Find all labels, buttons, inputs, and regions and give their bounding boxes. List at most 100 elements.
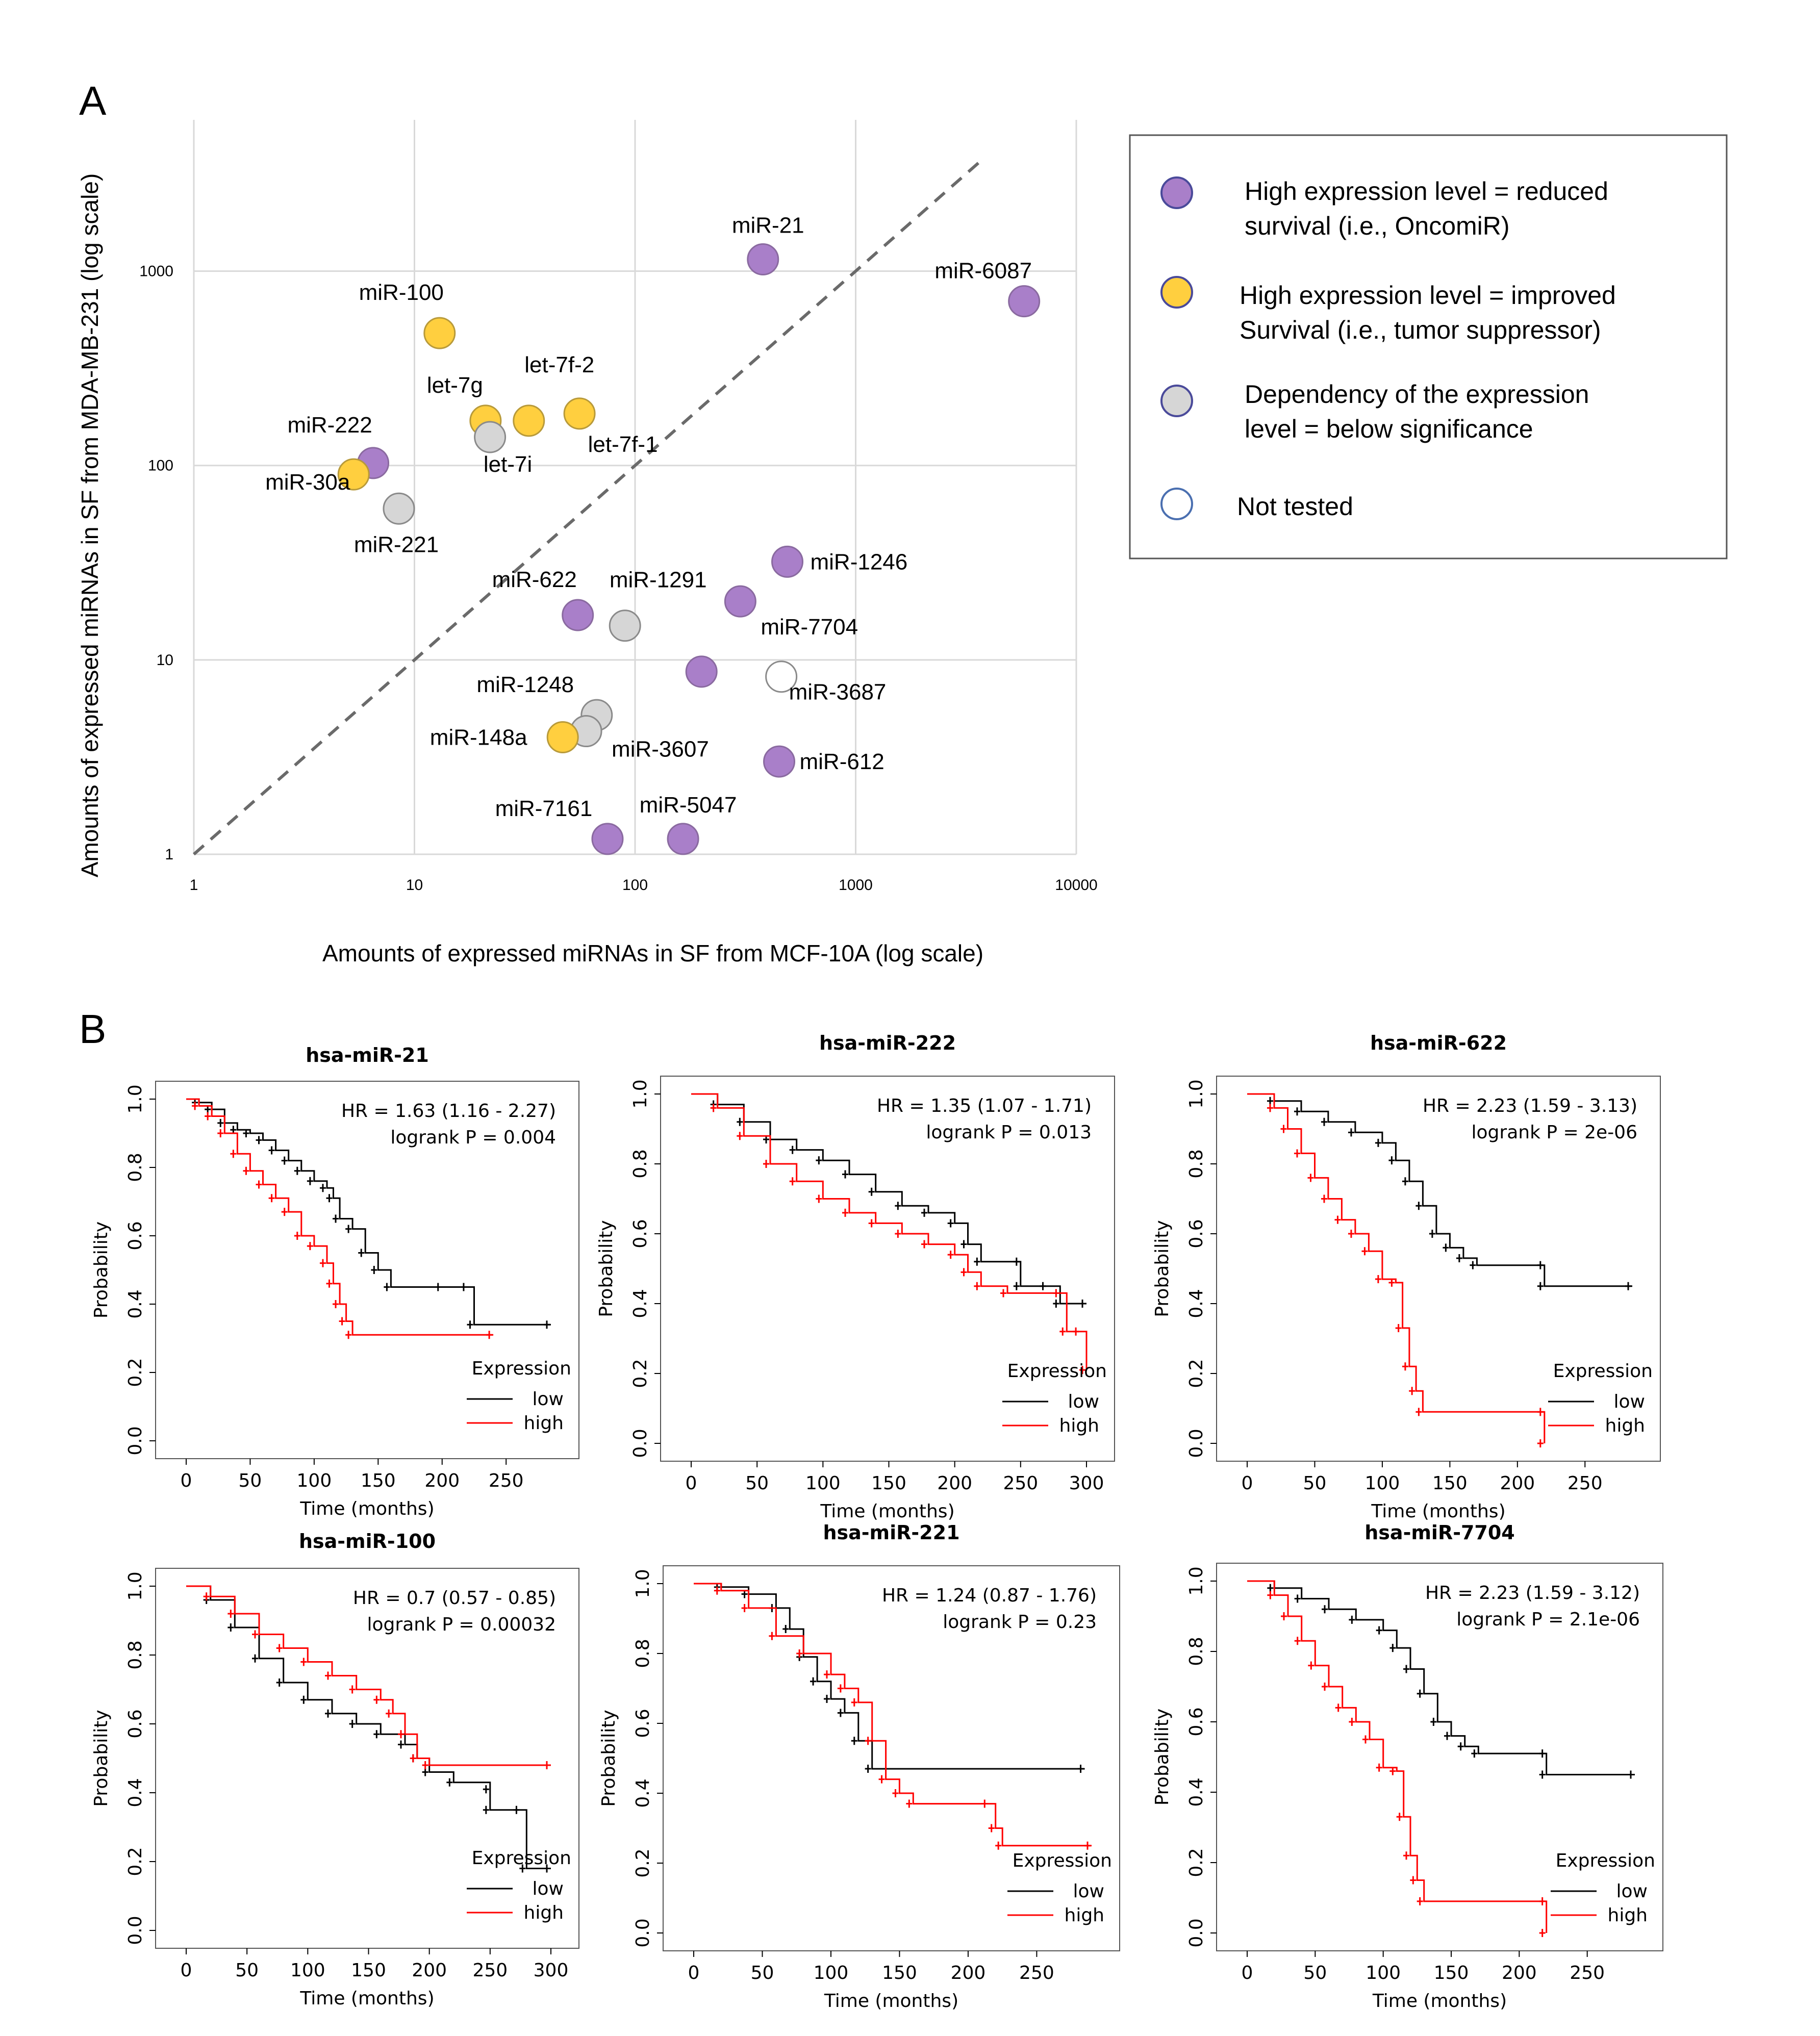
- km-x-tick-label: 0: [181, 1470, 192, 1491]
- km-censor-mark: [373, 1730, 380, 1739]
- scatter-point-label: miR-7704: [761, 615, 858, 640]
- km-censor-mark: [228, 1610, 234, 1618]
- km-censor-mark: [205, 1112, 211, 1121]
- legend-not-tested-label: Not tested: [1237, 492, 1353, 521]
- km-y-tick-label: 0.4: [633, 1778, 653, 1808]
- km-censor-mark: [398, 1740, 404, 1749]
- km-y-tick-label: 1.0: [125, 1571, 146, 1600]
- km-censor-mark: [714, 1586, 720, 1595]
- km-y-tick-label: 0.6: [125, 1221, 146, 1250]
- scatter-point: [747, 243, 779, 275]
- km-censor-mark: [1409, 1387, 1415, 1395]
- km-curve-high: [694, 1583, 1092, 1847]
- legend-marker-ns: [1160, 385, 1193, 417]
- km-pvalue-text: logrank P = 0.23: [943, 1612, 1097, 1633]
- scatter-point-label: miR-612: [800, 749, 884, 774]
- km-censor-mark: [446, 1778, 453, 1787]
- km-censor-mark: [325, 1671, 331, 1680]
- km-censor-mark: [1388, 1156, 1395, 1165]
- scatter-point-label: miR-1246: [811, 549, 908, 574]
- scatter-point-label: miR-100: [359, 280, 444, 305]
- km-x-tick-label: 100: [814, 1963, 849, 1983]
- km-curve-low: [1247, 1093, 1632, 1287]
- km-censor-mark: [319, 1184, 326, 1192]
- km-censor-mark: [763, 1135, 769, 1144]
- km-censor-mark: [851, 1737, 857, 1745]
- km-censor-mark: [789, 1177, 796, 1186]
- km-curve-high: [1247, 1580, 1548, 1933]
- scatter-point: [562, 599, 594, 631]
- scatter-point-label: miR-21: [732, 213, 804, 238]
- scatter-x-tick-label: 1000: [839, 877, 873, 894]
- km-censor-mark: [345, 1225, 352, 1233]
- km-x-tick-label: 100: [1365, 1473, 1400, 1494]
- km-censor-mark: [906, 1799, 913, 1808]
- km-y-tick-label: 0.8: [630, 1149, 651, 1178]
- km-censor-mark: [842, 1170, 848, 1179]
- scatter-point-label: miR-221: [354, 532, 439, 557]
- km-x-tick-label: 300: [534, 1960, 569, 1981]
- km-x-axis-title: Time (months): [299, 1988, 434, 2009]
- scatter-y-tick-label: 100: [148, 457, 173, 474]
- km-censor-mark: [294, 1166, 300, 1175]
- km-censor-mark: [823, 1695, 830, 1703]
- scatter-y-tick-label: 1: [165, 846, 173, 863]
- km-x-tick-label: 0: [1242, 1963, 1253, 1983]
- km-y-tick-label: 0.2: [1186, 1848, 1207, 1877]
- km-y-axis-title: Probability: [91, 1221, 112, 1318]
- km-x-tick-label: 250: [1568, 1473, 1603, 1494]
- km-y-tick-label: 0.2: [633, 1848, 653, 1877]
- km-y-tick-label: 0.4: [630, 1289, 651, 1318]
- km-x-axis-title: Time (months): [299, 1498, 434, 1519]
- km-censor-mark: [203, 1592, 210, 1601]
- km-censor-mark: [1079, 1366, 1085, 1375]
- legend-marker-suppressor: [1160, 276, 1193, 309]
- km-censor-mark: [837, 1709, 844, 1717]
- scatter-point-label: miR-5047: [640, 793, 737, 818]
- km-y-tick-label: 0.2: [1186, 1359, 1207, 1388]
- km-censor-mark: [1388, 1278, 1395, 1287]
- km-legend-title: Expression: [1556, 1850, 1655, 1871]
- km-x-tick-label: 100: [805, 1473, 841, 1494]
- km-censor-mark: [851, 1698, 857, 1707]
- km-censor-mark: [1410, 1876, 1417, 1885]
- km-curve-low: [691, 1093, 1086, 1305]
- km-censor-mark: [1349, 1718, 1355, 1726]
- km-censor-mark: [1321, 1117, 1327, 1126]
- km-censor-mark: [868, 1187, 875, 1196]
- km-censor-mark: [1053, 1300, 1059, 1308]
- km-censor-mark: [300, 1658, 307, 1666]
- scatter-point: [1008, 285, 1041, 318]
- km-censor-mark: [230, 1150, 237, 1158]
- km-censor-mark: [326, 1194, 333, 1203]
- km-censor-mark: [276, 1644, 283, 1652]
- scatter-point: [667, 823, 699, 855]
- km-censor-mark: [1430, 1718, 1437, 1726]
- km-censor-mark: [737, 1132, 743, 1140]
- km-x-tick-label: 150: [351, 1960, 386, 1981]
- legend-oncomir-line2: survival (i.e., OncomiR): [1245, 212, 1510, 240]
- km-x-tick-label: 200: [412, 1960, 447, 1981]
- km-censor-mark: [486, 1331, 493, 1339]
- km-censor-mark: [1403, 1851, 1409, 1860]
- km-censor-mark: [1321, 1194, 1327, 1203]
- km-censor-mark: [544, 1320, 550, 1329]
- km-pvalue-text: logrank P = 0.013: [926, 1122, 1092, 1143]
- km-y-axis-title: Probability: [596, 1220, 617, 1317]
- km-curve-high: [1247, 1093, 1546, 1443]
- km-y-tick-label: 0.4: [1186, 1777, 1207, 1806]
- km-legend-low-label: low: [1616, 1881, 1648, 1902]
- km-legend-high-label: high: [1059, 1415, 1100, 1436]
- km-censor-mark: [386, 1709, 392, 1718]
- km-y-tick-label: 0.8: [633, 1639, 653, 1668]
- km-curve-low: [186, 1098, 551, 1326]
- km-censor-mark: [243, 1166, 249, 1175]
- scatter-point-label: miR-7161: [495, 796, 593, 821]
- km-censor-mark: [1322, 1605, 1328, 1614]
- km-y-tick-label: 1.0: [125, 1084, 146, 1113]
- km-censor-mark: [1362, 1735, 1369, 1744]
- km-plot: hsa-miR-21 0 50 100 150 200 250 0.0 0.2 0.4 0.6 0.8…: [91, 1044, 579, 1519]
- scatter-point: [546, 721, 579, 754]
- km-y-tick-label: 1.0: [630, 1079, 651, 1108]
- km-pvalue-text: logrank P = 0.00032: [367, 1614, 556, 1635]
